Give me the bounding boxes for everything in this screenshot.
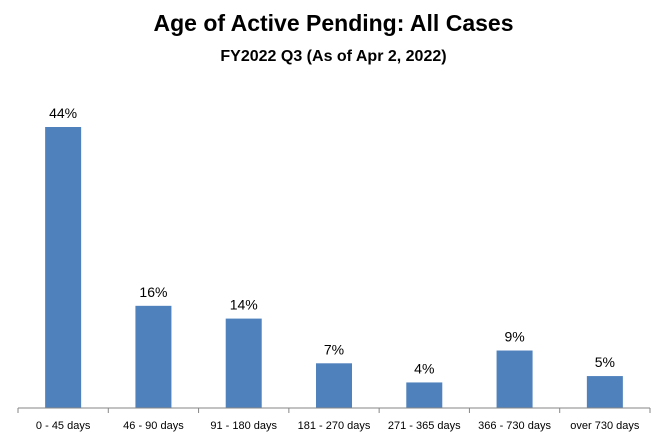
data-label-1: 44% — [49, 105, 77, 121]
x-tick-label-4: 181 - 270 days — [298, 420, 371, 432]
bar-5 — [406, 382, 443, 408]
data-label-5: 4% — [414, 360, 434, 376]
data-label-3: 14% — [230, 297, 258, 313]
data-label-6: 9% — [504, 329, 524, 345]
bar-7 — [586, 376, 623, 408]
data-label-7: 5% — [595, 354, 615, 370]
bar-3 — [225, 318, 262, 408]
x-tick-label-1: 0 - 45 days — [36, 420, 91, 432]
bar-1 — [45, 127, 82, 408]
x-tick-label-5: 271 - 365 days — [388, 420, 461, 432]
chart-title: Age of Active Pending: All Cases — [153, 10, 514, 36]
x-tick-label-2: 46 - 90 days — [123, 420, 184, 432]
bar-4 — [316, 363, 352, 408]
bar-6 — [496, 350, 533, 408]
chart-subtitle: FY2022 Q3 (As of Apr 2, 2022) — [220, 48, 447, 65]
data-label-2: 16% — [139, 284, 167, 300]
x-tick-label-3: 91 - 180 days — [210, 420, 277, 432]
x-tick-label-7: over 730 days — [570, 420, 640, 432]
bar-2 — [135, 305, 172, 408]
x-tick-label-6: 366 - 730 days — [478, 420, 551, 432]
data-label-4: 7% — [324, 341, 344, 357]
